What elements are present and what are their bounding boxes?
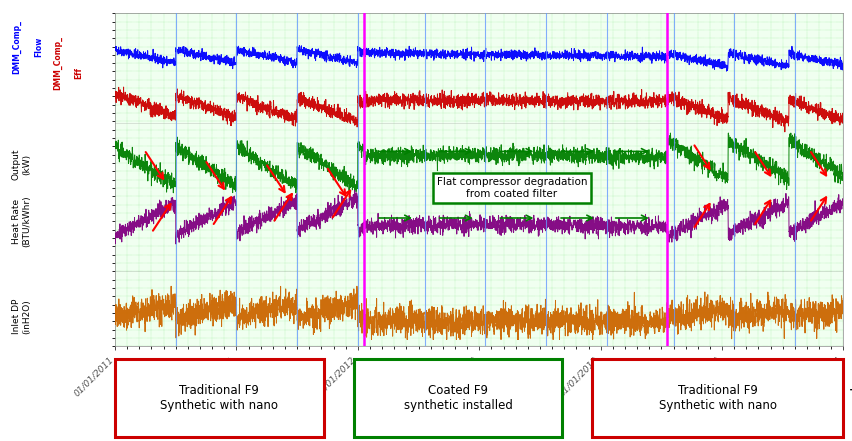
Text: Traditional F9
Synthetic with nano: Traditional F9 Synthetic with nano [160, 384, 279, 412]
Text: Inlet DP
(inH2O): Inlet DP (inH2O) [12, 299, 31, 334]
Text: Flow: Flow [34, 37, 43, 56]
Text: Output
(kW): Output (kW) [12, 149, 31, 180]
Text: DMM_Comp_: DMM_Comp_ [13, 19, 21, 74]
Text: DMM_Comp_: DMM_Comp_ [54, 36, 62, 90]
Text: Heat Rate
(BTU/kWhr): Heat Rate (BTU/kWhr) [12, 195, 31, 247]
Text: Coated F9
synthetic installed: Coated F9 synthetic installed [404, 384, 512, 412]
Text: Flat compressor degradation
from coated filter: Flat compressor degradation from coated … [437, 177, 587, 199]
Text: Traditional F9
Synthetic with nano: Traditional F9 Synthetic with nano [659, 384, 777, 412]
Text: Eff: Eff [75, 67, 83, 79]
Text: TIME: TIME [849, 389, 852, 400]
